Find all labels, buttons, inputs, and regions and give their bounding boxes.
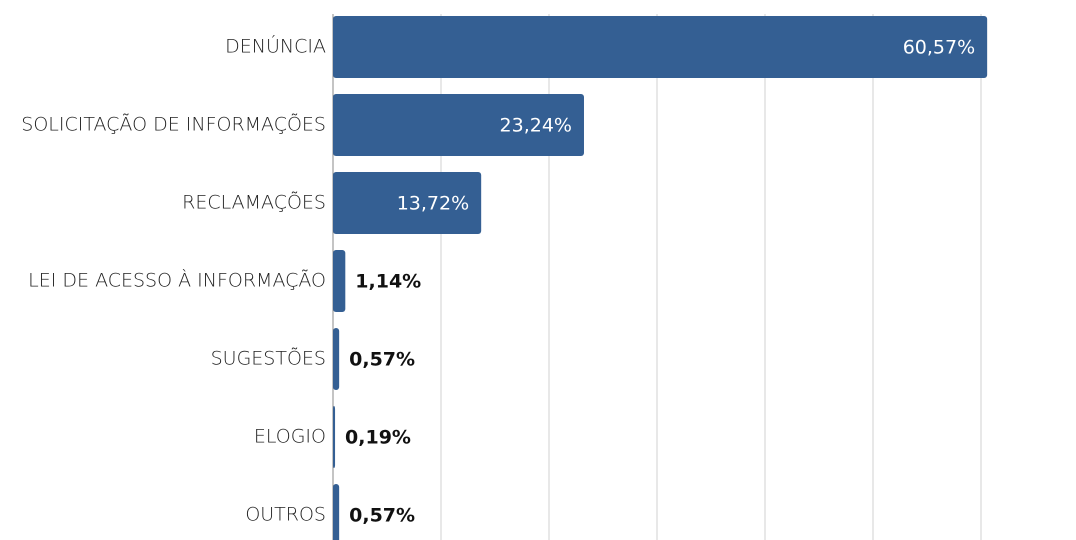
value-label: 1,14% xyxy=(355,271,421,293)
bar xyxy=(333,16,988,78)
bar xyxy=(333,250,346,312)
bar xyxy=(333,328,340,390)
value-label: 0,57% xyxy=(349,505,415,527)
value-label: 23,24% xyxy=(500,115,572,137)
category-label: DENÚNCIA xyxy=(225,34,326,58)
value-label: 0,19% xyxy=(345,427,411,449)
value-label: 13,72% xyxy=(397,193,469,215)
bar xyxy=(333,172,482,234)
category-label: ELOGIO xyxy=(254,426,326,448)
bar xyxy=(333,484,340,540)
value-label: 0,57% xyxy=(349,349,415,371)
value-label: 60,57% xyxy=(903,37,975,59)
category-label: SOLICITAÇÃO DE INFORMAÇÕES xyxy=(21,113,326,136)
category-label: OUTROS xyxy=(245,504,326,526)
category-label: SUGESTÕES xyxy=(211,347,326,370)
bar xyxy=(333,94,584,156)
bar xyxy=(333,406,336,468)
category-label: RECLAMAÇÕES xyxy=(182,191,326,214)
category-label: LEI DE ACESSO À INFORMAÇÃO xyxy=(28,269,326,292)
